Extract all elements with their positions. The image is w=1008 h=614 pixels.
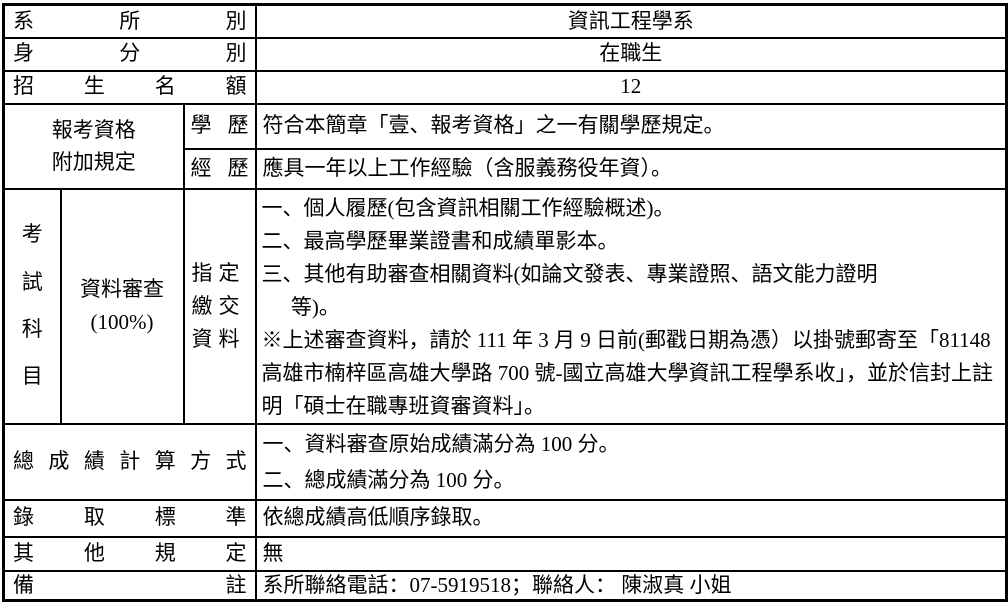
education-label-cell: 學歷 [182,102,257,150]
exam-item-1: 一、個人履歷(包含資訊相關工作經驗概述)。 [261,195,675,220]
other-label: 其他規定 [13,540,247,565]
total-score-line-2: 二、總成績滿分為 100 分。 [262,467,515,492]
other-value: 無 [262,540,284,565]
admission-info-table: 系所別 資訊工程學系 身分別 在職生 招生名額 12 報考資格 附加規定 [2,3,1008,602]
qualification-label-line1: 報考資格 [51,118,136,142]
exam-item-2: 二、最高學歷畢業證書和成績單影本。 [261,228,619,253]
admission-label-cell: 錄取標準 [2,498,257,538]
row-admission-criteria: 錄取標準 依總成績高低順序錄取。 [2,498,1008,538]
quota-value: 12 [620,74,642,99]
exam-item-mailing-note: ※上述審查資料，請於 111 年 3 月 9 日前(郵戳日期為憑）以掛號郵寄至「… [261,327,994,418]
admission-label: 錄取標準 [13,505,247,530]
other-label-cell: 其他規定 [2,535,257,572]
remarks-value: 系所聯絡電話：07-5919518；聯絡人： 陳淑真 小姐 [262,572,732,597]
quota-value-cell: 12 [254,69,1008,105]
row-qualification-education: 報考資格 附加規定 學歷 符合本簡章「壹、報考資格」之一有關學歷規定。 [2,102,1008,190]
exam-label: 考試科目 [21,222,43,389]
identity-value: 在職生 [599,41,663,66]
row-total-score: 總成績計算方式 一、資料審查原始成績滿分為 100 分。 二、總成績滿分為 10… [2,422,1008,501]
experience-label: 經歷 [190,155,249,180]
qualification-label-line2: 附加規定 [51,150,136,174]
total-score-lines: 一、資料審查原始成績滿分為 100 分。 二、總成績滿分為 100 分。 [263,426,1000,498]
exam-subject-block: 資料審查 (100%) [63,273,182,339]
exam-materials-label: 指定繳交資料 [191,260,246,351]
education-value: 符合本簡章「壹、報考資格」之一有關學歷規定。 [262,113,725,138]
experience-value-cell: 應具一年以上工作經驗（含服義務役年資）。 [254,147,1008,190]
quota-label: 招生名額 [13,74,247,99]
experience-label-cell: 經歷 [182,147,257,190]
row-remarks: 備註 系所聯絡電話：07-5919518；聯絡人： 陳淑真 小姐 [2,569,1008,602]
exam-materials-list-cell: 一、個人履歷(包含資訊相關工作經驗概述)。 二、最高學歷畢業證書和成績單影本。 … [254,187,1008,425]
education-label: 學歷 [190,113,249,138]
admission-value-cell: 依總成績高低順序錄取。 [254,498,1008,538]
department-label: 系所別 [13,8,247,33]
experience-value: 應具一年以上工作經驗（含服義務役年資）。 [262,155,673,180]
identity-label-cell: 身分別 [2,36,257,72]
exam-subject: 資料審查 [80,277,164,301]
education-value-cell: 符合本簡章「壹、報考資格」之一有關學歷規定。 [254,102,1008,150]
total-score-value-cell: 一、資料審查原始成績滿分為 100 分。 二、總成績滿分為 100 分。 [254,422,1008,501]
qualification-label: 報考資格 附加規定 [13,114,175,178]
exam-label-cell: 考試科目 [2,187,62,425]
remarks-label: 備註 [13,572,247,597]
row-other-rules: 其他規定 無 [2,535,1008,572]
admission-value: 依總成績高低順序錄取。 [262,505,494,530]
row-qualification-experience: 經歷 應具一年以上工作經驗（含服義務役年資）。 [4,147,1008,190]
exam-item-3: 三、其他有助審查相關資料(如論文發表、專業證照、語文能力證明 [261,261,878,286]
remarks-label-cell: 備註 [2,569,257,602]
qualification-label-cell: 報考資格 附加規定 [2,102,185,190]
exam-subject-weight: (100%) [90,310,154,334]
remarks-value-cell: 系所聯絡電話：07-5919518；聯絡人： 陳淑真 小姐 [254,569,1008,602]
total-score-label: 總成績計算方式 [13,448,247,473]
row-department: 系所別 資訊工程學系 [2,3,1008,39]
identity-value-cell: 在職生 [254,36,1008,72]
identity-label: 身分別 [13,41,247,66]
row-exam: 考試科目 資料審查 (100%) 指定繳交資料 一、個人履歷(包含資訊相關工作經… [2,187,1008,425]
exam-subject-cell: 資料審查 (100%) [59,187,185,425]
quota-label-cell: 招生名額 [2,69,257,105]
department-value-cell: 資訊工程學系 [254,3,1008,39]
total-score-label-cell: 總成績計算方式 [2,422,257,501]
row-identity: 身分別 在職生 [2,36,1008,72]
exam-materials-label-cell: 指定繳交資料 [182,187,257,425]
other-value-cell: 無 [254,535,1008,572]
department-label-cell: 系所別 [2,3,257,39]
department-value: 資訊工程學系 [567,8,694,33]
total-score-line-1: 一、資料審查原始成績滿分為 100 分。 [262,431,620,456]
exam-item-3-continued: 等)。 [290,294,340,319]
row-quota: 招生名額 12 [2,69,1008,105]
